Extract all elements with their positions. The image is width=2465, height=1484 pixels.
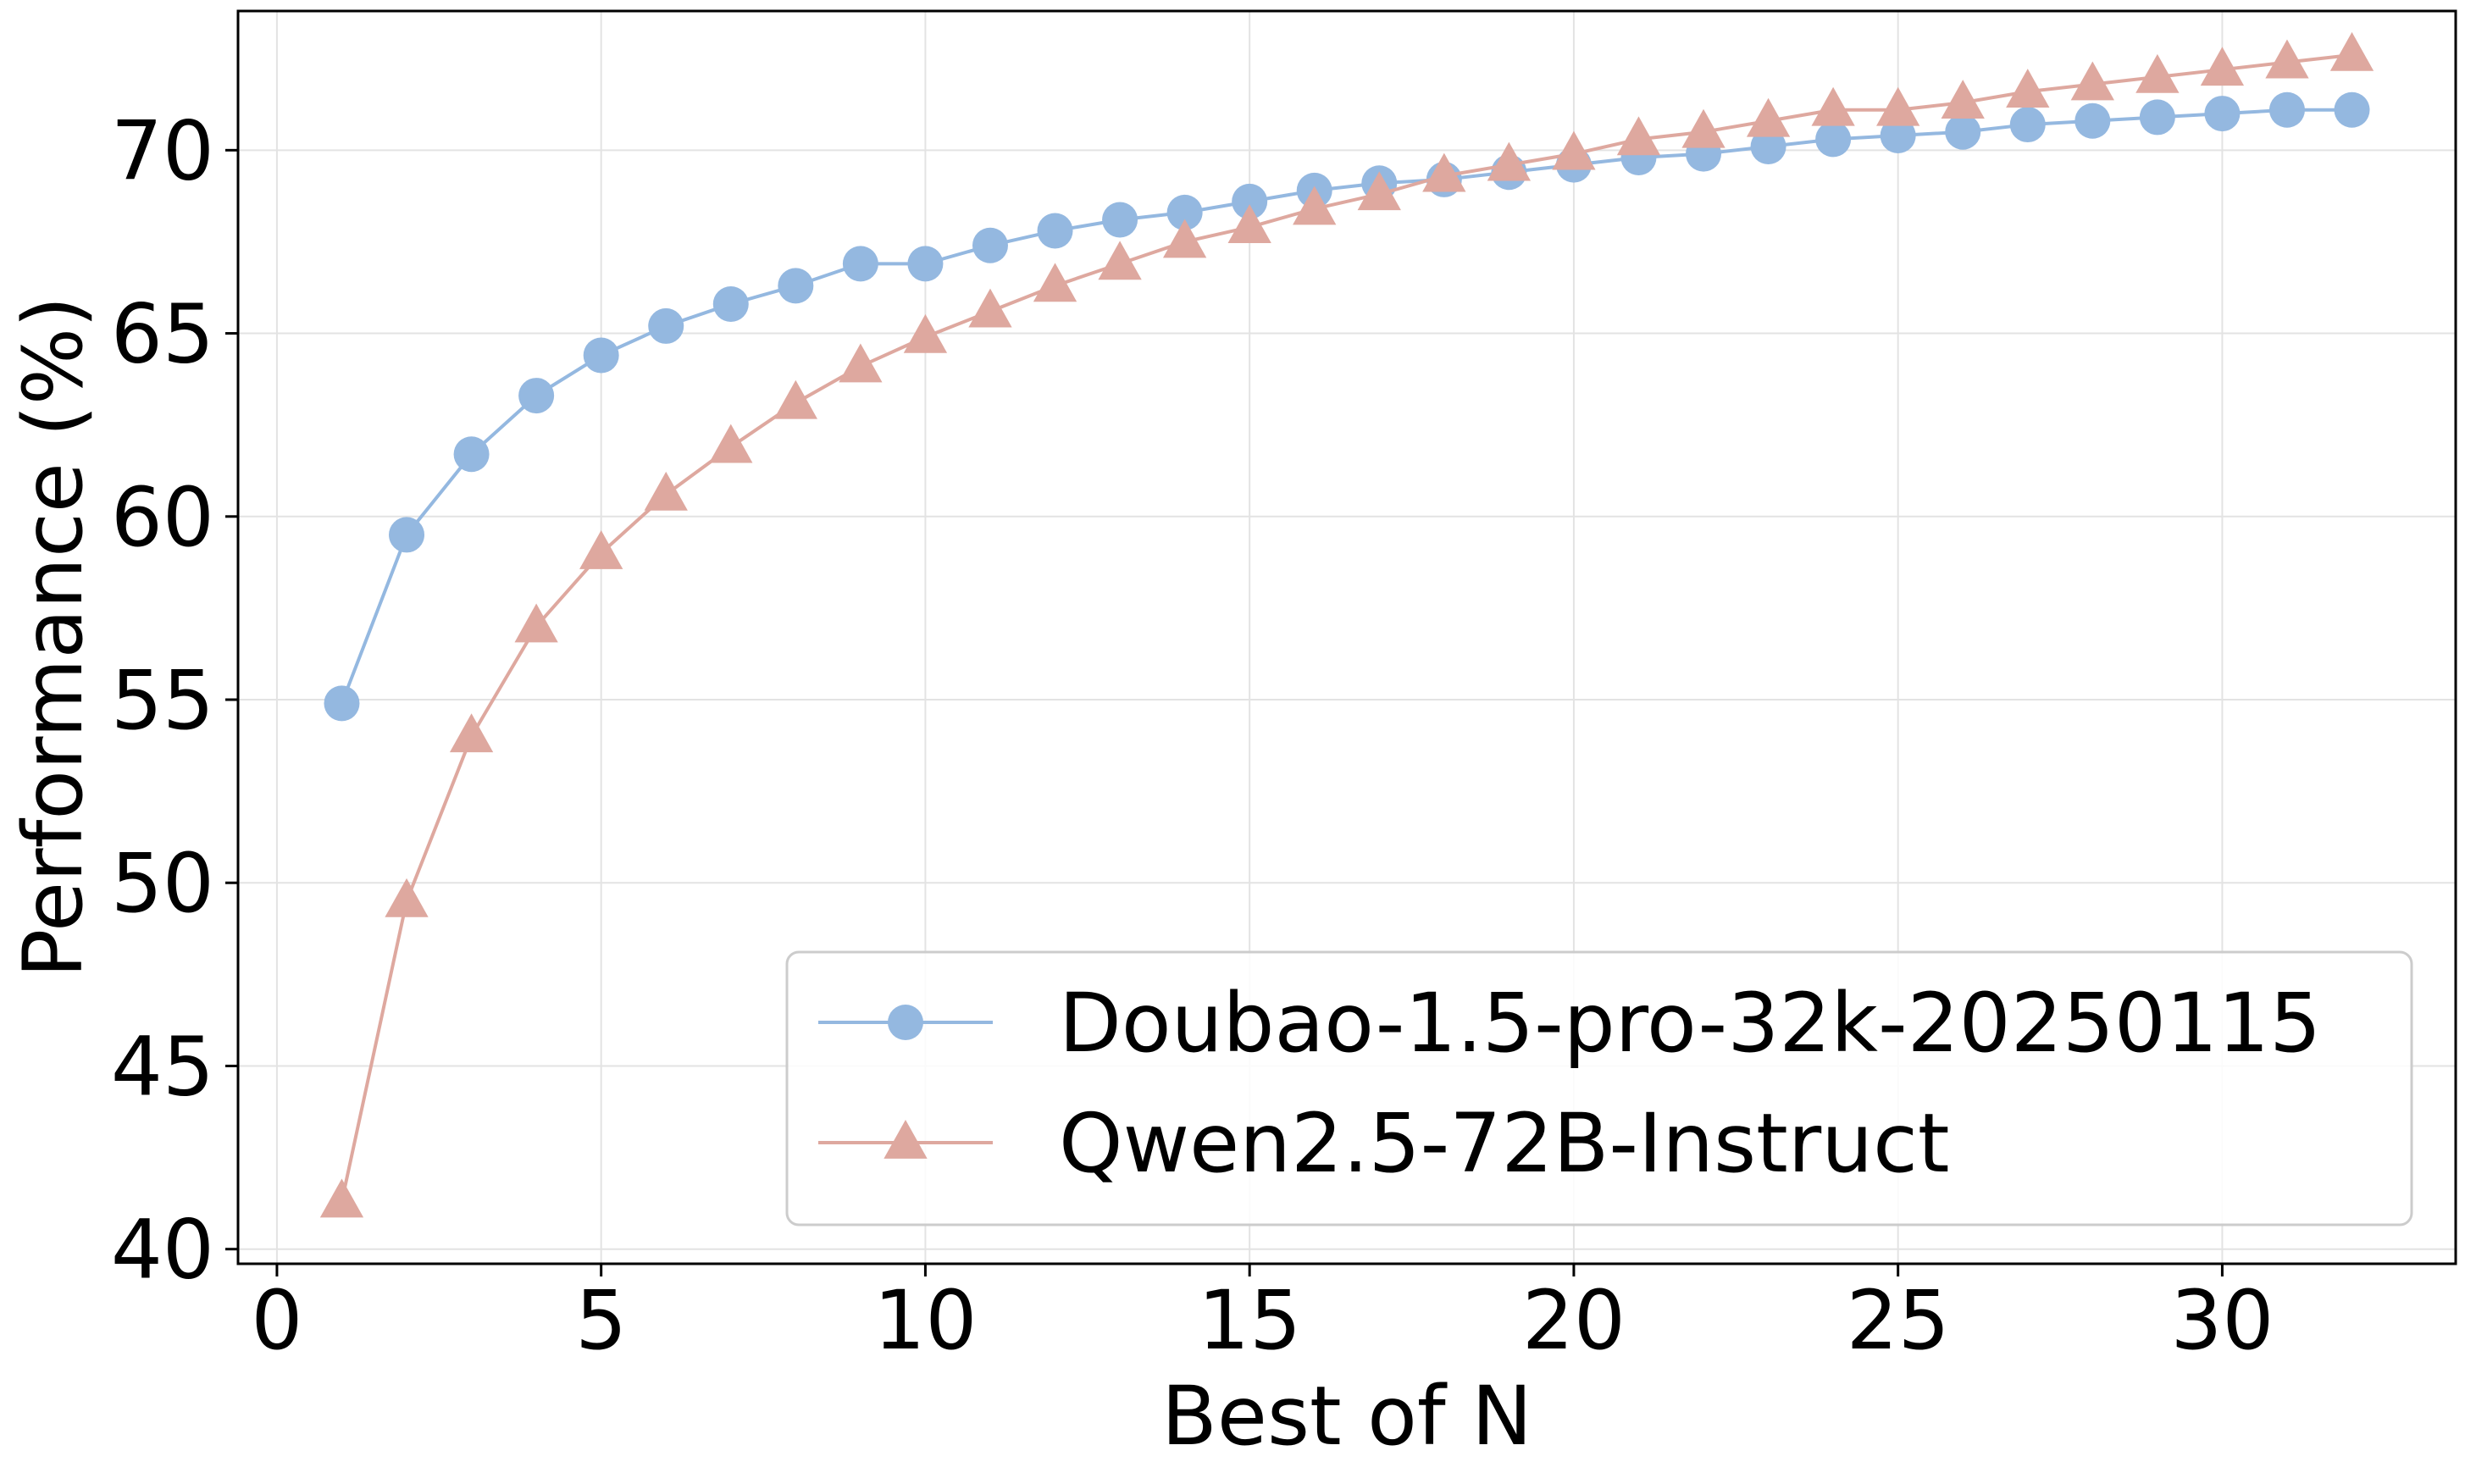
legend: Doubao-1.5-pro-32k-20250115 Qwen2.5-72B-I… [785, 950, 2413, 1227]
data-point [2009, 107, 2046, 143]
x-tick-label: 20 [1522, 1273, 1626, 1368]
data-point [2070, 61, 2114, 101]
data-point [1945, 114, 1981, 150]
data-point [385, 878, 429, 917]
legend-box [785, 950, 2413, 1227]
y-tick-label: 50 [111, 836, 214, 931]
data-point [972, 227, 1008, 263]
data-point [1162, 219, 1207, 258]
series-layer [319, 31, 2374, 1218]
series-line [340, 108, 2352, 705]
legend-label: Qwen2.5-72B-Instruct [1059, 1096, 1950, 1191]
x-tick-label: 0 [251, 1273, 302, 1368]
data-point [2006, 69, 2050, 108]
data-point [518, 378, 555, 414]
data-point [1941, 80, 1985, 119]
data-point [1880, 118, 1916, 154]
data-point [583, 337, 619, 374]
y-tick-label: 65 [111, 287, 214, 382]
data-point [1422, 152, 1466, 192]
data-point [2329, 31, 2374, 71]
x-tick-label: 30 [2170, 1273, 2274, 1368]
data-point [1293, 186, 1337, 225]
data-point [2204, 96, 2241, 132]
data-point [839, 343, 883, 383]
series-doubao [324, 91, 2370, 722]
data-point [712, 285, 749, 322]
grid [238, 11, 2456, 1264]
data-point [1227, 204, 1271, 244]
data-point [2135, 53, 2180, 93]
data-point [1750, 129, 1786, 165]
data-point [449, 713, 494, 753]
data-point [968, 288, 1012, 328]
data-point [1098, 241, 1142, 280]
data-point [842, 246, 878, 282]
data-point [2265, 39, 2309, 79]
data-point [1232, 183, 1268, 219]
data-point [907, 246, 944, 282]
series-qwen [319, 31, 2374, 1218]
data-point [319, 1178, 364, 1218]
plot-area-frame [236, 9, 2457, 1265]
data-point [453, 436, 490, 473]
data-point [2268, 91, 2305, 128]
data-point [778, 268, 814, 304]
axis-ticks: 0 5 10 15 20 25 30 40 45 50 55 60 65 70 [111, 103, 2274, 1368]
legend-entry: Doubao-1.5-pro-32k-20250115 [818, 976, 2321, 1071]
data-point [2334, 91, 2370, 128]
data-point [644, 471, 688, 511]
y-axis-label: Performance (%) [6, 296, 101, 978]
data-point [1746, 97, 1791, 137]
x-axis-label: Best of N [1161, 1369, 1532, 1464]
y-tick-label: 70 [111, 103, 214, 198]
legend-entry: Qwen2.5-72B-Instruct [818, 1096, 1950, 1191]
y-tick-label: 45 [111, 1019, 214, 1114]
data-point [1102, 202, 1138, 238]
data-point [1616, 116, 1661, 156]
x-tick-label: 5 [575, 1273, 627, 1368]
data-point [1811, 86, 1855, 126]
data-point [1487, 141, 1532, 181]
data-point [1357, 171, 1401, 211]
x-tick-label: 10 [873, 1273, 977, 1368]
data-point [1166, 194, 1203, 230]
y-tick-label: 60 [111, 470, 214, 565]
data-point [389, 517, 425, 553]
data-point [648, 307, 684, 344]
x-tick-label: 15 [1198, 1273, 1301, 1368]
data-point [514, 603, 558, 643]
data-point [709, 424, 753, 463]
x-tick-label: 25 [1847, 1273, 1950, 1368]
legend-label: Doubao-1.5-pro-32k-20250115 [1059, 976, 2321, 1071]
y-tick-label: 55 [111, 653, 214, 748]
data-point [2139, 99, 2175, 136]
data-point [1681, 108, 1726, 148]
data-point [2074, 102, 2111, 139]
data-point [1033, 263, 1077, 302]
data-point [1876, 86, 1920, 126]
data-point [324, 685, 360, 722]
data-point [1037, 213, 1073, 249]
data-point [1815, 121, 1852, 158]
data-point [579, 530, 623, 569]
legend-marker [888, 1005, 923, 1040]
y-tick-label: 40 [111, 1203, 214, 1298]
data-point [2200, 47, 2245, 86]
data-point [1552, 130, 1596, 170]
legend-marker [884, 1120, 928, 1159]
data-point [773, 379, 817, 419]
data-point [903, 313, 948, 353]
